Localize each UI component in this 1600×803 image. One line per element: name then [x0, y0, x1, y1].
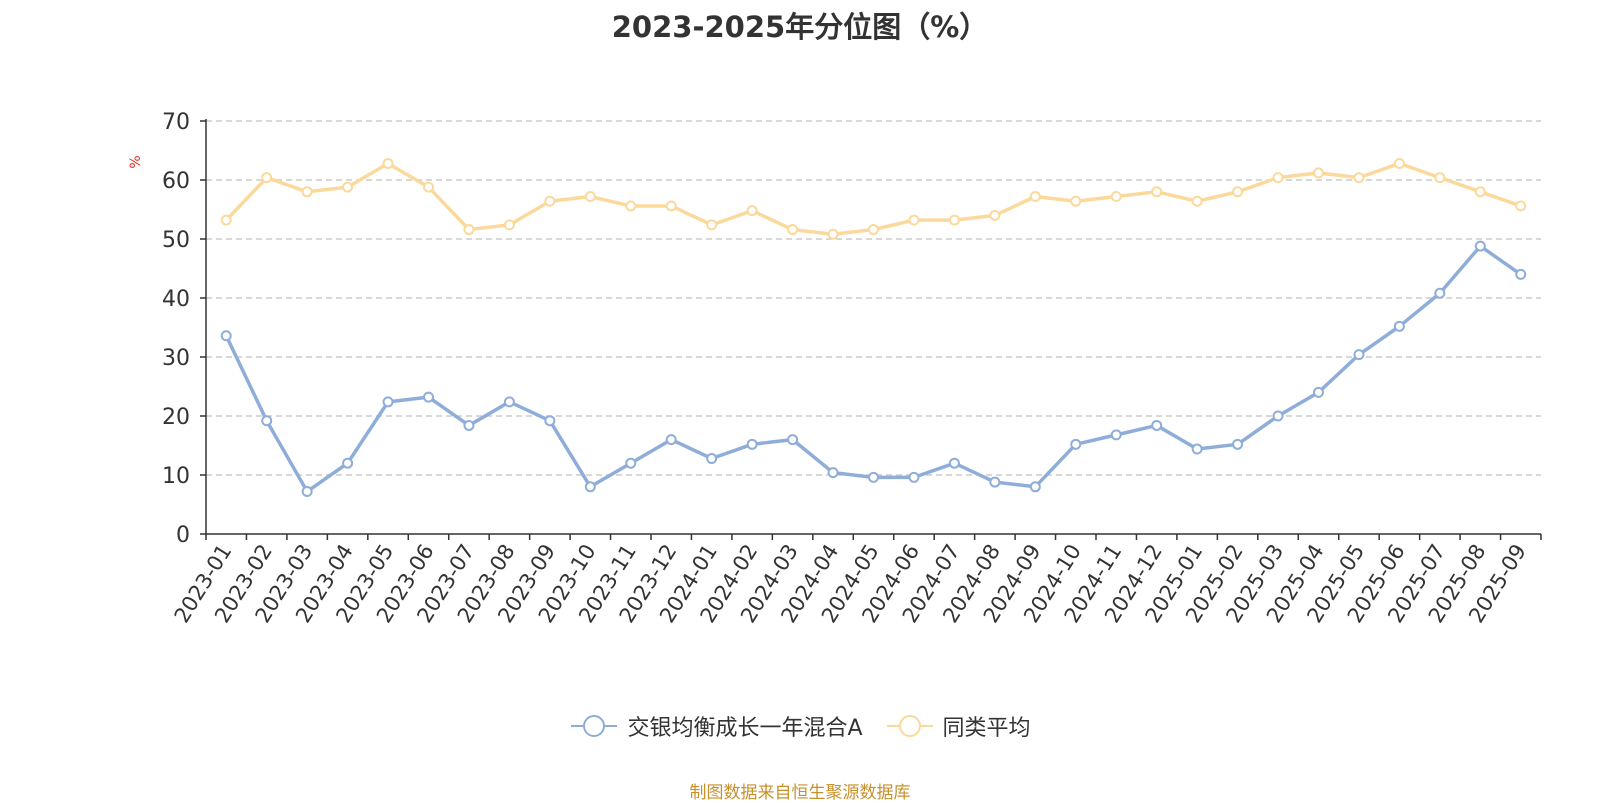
- y-tick-label: 0: [176, 523, 190, 548]
- data-point[interactable]: [1434, 172, 1446, 184]
- y-tick-label: 40: [162, 287, 190, 312]
- data-point[interactable]: [1029, 481, 1041, 493]
- data-point[interactable]: [1191, 195, 1203, 207]
- data-point[interactable]: [301, 486, 313, 498]
- data-point[interactable]: [503, 219, 515, 231]
- data-point[interactable]: [665, 434, 677, 446]
- data-point[interactable]: [1515, 268, 1527, 280]
- data-point[interactable]: [1272, 410, 1284, 422]
- x-tick-labels: 2023-012023-022023-032023-042023-052023-…: [170, 540, 1531, 627]
- data-point[interactable]: [868, 224, 879, 236]
- data-point[interactable]: [827, 467, 839, 479]
- data-point[interactable]: [463, 224, 475, 236]
- data-point[interactable]: [423, 181, 434, 193]
- data-source-note: 制图数据来自恒生聚源数据库: [689, 783, 911, 803]
- data-point[interactable]: [382, 396, 394, 408]
- data-point[interactable]: [220, 330, 232, 342]
- data-point[interactable]: [342, 457, 354, 469]
- grid-lines: [206, 120, 1541, 476]
- data-point[interactable]: [1474, 186, 1486, 198]
- data-point[interactable]: [868, 471, 879, 483]
- data-point[interactable]: [625, 457, 637, 469]
- data-point[interactable]: [1070, 438, 1082, 450]
- data-point[interactable]: [908, 471, 920, 483]
- data-point[interactable]: [1393, 157, 1405, 169]
- legend-item-fund[interactable]: 交银均衡成长一年混合A: [569, 710, 863, 742]
- data-point[interactable]: [787, 434, 799, 446]
- data-point[interactable]: [746, 438, 758, 450]
- data-point[interactable]: [1151, 186, 1163, 198]
- data-point[interactable]: [544, 415, 556, 427]
- legend-marker-average-icon: [886, 715, 933, 737]
- y-tick-labels: 0 10 20 30 40 50 60 70: [162, 110, 190, 548]
- data-point[interactable]: [301, 186, 313, 198]
- data-point[interactable]: [463, 419, 475, 431]
- data-point[interactable]: [584, 191, 596, 203]
- y-tick-label: 10: [162, 464, 190, 489]
- data-point[interactable]: [503, 396, 515, 408]
- series-line: [224, 161, 1522, 237]
- y-tick-label: 20: [162, 405, 190, 430]
- legend-label-fund: 交银均衡成长一年混合A: [627, 716, 863, 741]
- legend-marker-fund-icon: [571, 715, 618, 737]
- data-point[interactable]: [1151, 419, 1163, 431]
- data-point[interactable]: [1232, 438, 1244, 450]
- data-point[interactable]: [1474, 240, 1486, 252]
- data-point[interactable]: [1313, 386, 1324, 398]
- data-point[interactable]: [706, 219, 718, 231]
- data-point[interactable]: [1353, 172, 1365, 184]
- line-chart: % 0 10 20 30 40 50 60 70 2023-012023-022023-032…: [128, 110, 1542, 627]
- data-point[interactable]: [1110, 191, 1122, 203]
- data-point[interactable]: [1110, 429, 1122, 441]
- data-point[interactable]: [706, 452, 718, 464]
- data-point[interactable]: [220, 214, 232, 226]
- data-point[interactable]: [948, 214, 960, 226]
- series-group: [220, 157, 1527, 498]
- data-point[interactable]: [382, 157, 394, 169]
- legend: 交银均衡成长一年混合A 同类平均: [0, 710, 1600, 742]
- y-axis-label: %: [128, 155, 144, 168]
- data-point[interactable]: [787, 224, 799, 236]
- data-point[interactable]: [261, 415, 273, 427]
- data-point[interactable]: [625, 200, 637, 212]
- data-point[interactable]: [1070, 195, 1082, 207]
- data-point[interactable]: [665, 200, 677, 212]
- chart-title: 2023-2025年分位图（%）: [611, 10, 989, 44]
- data-point[interactable]: [1434, 287, 1446, 299]
- data-point[interactable]: [1393, 320, 1405, 332]
- data-point[interactable]: [584, 481, 596, 493]
- y-tick-label: 30: [162, 346, 190, 371]
- axes: [200, 119, 1542, 540]
- data-point[interactable]: [544, 195, 556, 207]
- data-point[interactable]: [423, 391, 434, 403]
- data-point[interactable]: [1313, 167, 1324, 179]
- data-point[interactable]: [261, 172, 273, 184]
- y-tick-label: 50: [162, 228, 190, 253]
- data-point[interactable]: [908, 214, 920, 226]
- data-point[interactable]: [1029, 191, 1041, 203]
- legend-item-average[interactable]: 同类平均: [885, 710, 1031, 742]
- data-point[interactable]: [342, 181, 354, 193]
- data-point[interactable]: [1191, 443, 1203, 455]
- data-point[interactable]: [948, 457, 960, 469]
- series-line: [224, 244, 1522, 494]
- y-tick-label: 70: [162, 110, 190, 135]
- data-point[interactable]: [989, 209, 1001, 221]
- y-tick-label: 60: [162, 169, 190, 194]
- data-point[interactable]: [827, 228, 839, 240]
- data-point[interactable]: [1272, 172, 1284, 184]
- data-point[interactable]: [746, 205, 758, 217]
- data-point[interactable]: [1353, 349, 1365, 361]
- series-0: [220, 240, 1527, 498]
- legend-label-average: 同类平均: [942, 716, 1031, 741]
- data-point[interactable]: [1232, 186, 1244, 198]
- data-point[interactable]: [989, 476, 1001, 488]
- data-point[interactable]: [1515, 200, 1527, 212]
- series-1: [220, 157, 1527, 240]
